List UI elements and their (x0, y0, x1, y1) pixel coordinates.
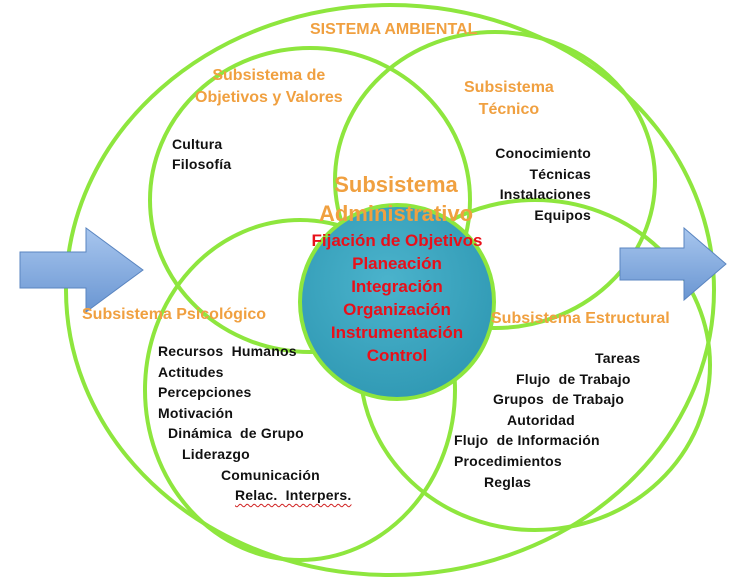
list-item: Flujo de Trabajo (516, 370, 631, 387)
psicologico-circle (143, 218, 457, 562)
list-item: Instalaciones (499, 186, 591, 202)
tecnico-items: Conocimiento Técnicas Instalaciones Equi… (470, 143, 591, 225)
list-item: Liderazgo (182, 445, 250, 462)
list-item: Comunicación (221, 466, 320, 483)
objetivos-title-line1: Subsistema de (212, 67, 326, 84)
list-item: Fijación de Objetivos (311, 231, 483, 250)
administrativo-items: Fijación de Objetivos Planeación Integra… (296, 229, 498, 367)
environment-title: SISTEMA AMBIENTAL (310, 21, 478, 38)
list-item: Organización (343, 300, 451, 319)
administrativo-title: Subsistema Administrativo (300, 170, 492, 228)
list-item: Instrumentación (330, 323, 464, 342)
list-item: Percepciones (158, 384, 252, 401)
list-item: Flujo de Información (454, 432, 600, 449)
environment-circle (64, 3, 716, 577)
tecnico-circle (333, 30, 657, 330)
list-item: Autoridad (507, 411, 575, 428)
list-item: Relac. Interpers. (235, 487, 352, 504)
psicologico-items: Recursos Humanos Actitudes Percepciones … (158, 341, 351, 506)
list-item: Tareas (595, 350, 641, 366)
list-item: Recursos Humanos (158, 343, 297, 359)
list-item: Procedimientos (454, 452, 562, 469)
input-arrow-icon (19, 227, 144, 313)
list-item: Dinámica de Grupo (168, 425, 304, 442)
administrativo-circle (298, 203, 496, 401)
list-item: Filosofía (172, 156, 232, 172)
list-item: Conocimiento (495, 145, 591, 161)
list-item: Reglas (484, 473, 532, 490)
estructural-items: Tareas Flujo de Trabajo Grupos de Trabaj… (452, 348, 640, 492)
estructural-title: Subsistema Estructural (491, 310, 670, 327)
tecnico-title-line2: Técnico (478, 101, 540, 118)
list-item: Equipos (534, 206, 591, 223)
list-item: Integración (351, 277, 443, 296)
list-item: Control (366, 346, 428, 365)
list-item: Técnicas (529, 165, 591, 182)
tecnico-title: Subsistema Técnico (464, 77, 554, 121)
objetivos-items: Cultura Filosofía (172, 134, 231, 174)
list-item: Cultura (172, 136, 223, 152)
list-item: Actitudes (158, 363, 224, 380)
objetivos-title-line2: Objetivos y Valores (195, 89, 343, 106)
list-item: Grupos de Trabajo (493, 391, 625, 408)
administrativo-title-line1: Subsistema (334, 172, 458, 197)
output-arrow-icon (619, 226, 727, 302)
objetivos-title: Subsistema de Objetivos y Valores (195, 65, 343, 109)
tecnico-title-line1: Subsistema (464, 79, 554, 96)
psicologico-title: Subsistema Psicológico (82, 306, 267, 323)
list-item: Planeación (352, 254, 442, 273)
list-item: Motivación (158, 404, 234, 421)
administrativo-title-line2: Administrativo (318, 201, 474, 226)
objetivos-circle (148, 46, 472, 354)
